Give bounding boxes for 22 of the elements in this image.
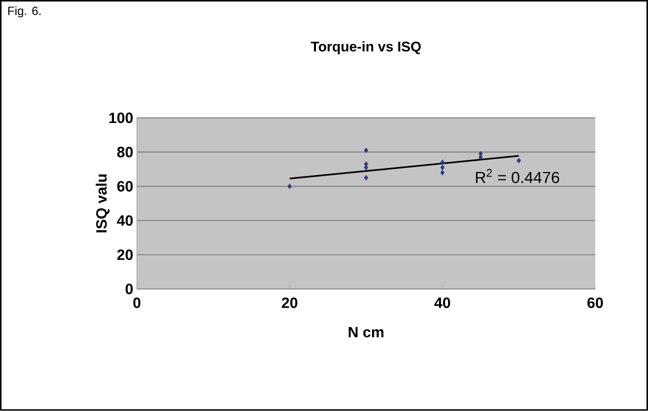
chart-title: Torque-in vs ISQ	[310, 41, 421, 54]
x-axis-title: N cm	[348, 327, 384, 338]
y-tick-label: 0	[126, 284, 133, 294]
x-tick-label: 40	[434, 298, 450, 308]
y-tick-label: 60	[117, 181, 133, 192]
point	[440, 170, 445, 176]
annotation: R$^{2}$ = 0.4476	[476, 169, 560, 184]
point	[364, 148, 368, 154]
point	[440, 160, 445, 166]
y-tick-label: 40	[116, 215, 133, 226]
y-tick-label: 100	[109, 112, 133, 124]
caption: Fig. 6.	[8, 6, 41, 18]
point	[364, 175, 368, 181]
y-axis-title: ISQ valu	[96, 174, 110, 232]
x-tick-label: 60	[587, 298, 603, 308]
y-tick-label: 80	[117, 146, 133, 158]
x-tick-label: 0	[133, 298, 140, 308]
point	[478, 154, 483, 160]
point	[440, 164, 445, 170]
y-tick-label: 20	[117, 250, 133, 260]
x-tick-label: 20	[282, 298, 298, 308]
point	[288, 184, 292, 190]
